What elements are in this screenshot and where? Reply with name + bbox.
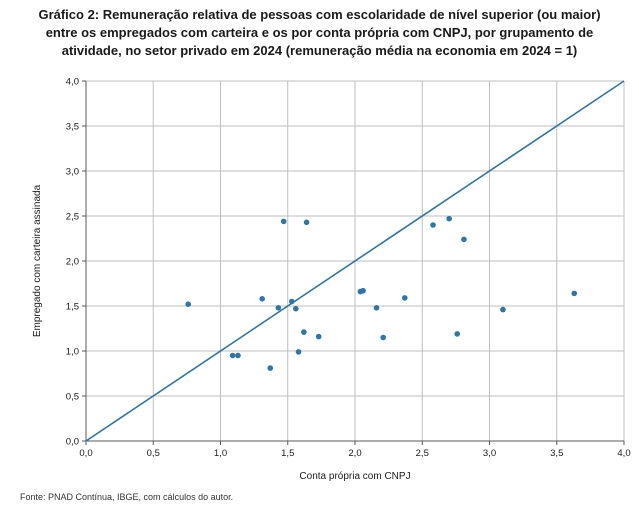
x-tick-label: 2,0 <box>348 448 361 459</box>
data-point <box>446 215 452 222</box>
data-point <box>293 305 299 312</box>
y-tick-label: 2,5 <box>66 212 79 223</box>
y-tick-label: 3,0 <box>66 167 79 178</box>
data-point <box>360 287 366 294</box>
data-point <box>280 218 287 225</box>
y-axis-label: Empregado com carteira assinada <box>32 184 43 337</box>
data-point <box>229 352 236 359</box>
data-point <box>315 333 322 340</box>
y-tick-label: 4,0 <box>66 77 79 88</box>
data-point <box>454 331 461 337</box>
data-point <box>295 349 302 355</box>
x-tick-label: 2,5 <box>416 448 429 459</box>
y-tick-label: 0,5 <box>66 392 79 403</box>
chart-title: Gráfico 2: Remuneração relativa de pesso… <box>6 6 633 60</box>
x-tick-label: 3,0 <box>483 448 496 459</box>
chart-title-line-3: atividade, no setor privado em 2024 (rem… <box>61 43 578 58</box>
y-tick-label: 3,5 <box>66 122 79 133</box>
data-point <box>401 295 408 301</box>
source-note: Fonte: PNAD Contínua, IBGE, com cálculos… <box>20 492 234 502</box>
data-point <box>267 365 274 371</box>
data-point <box>185 301 192 308</box>
x-tick-label: 1,0 <box>214 448 227 459</box>
x-tick-label: 0,0 <box>79 448 92 459</box>
y-tick-label: 1,0 <box>66 347 79 358</box>
data-point <box>571 290 578 297</box>
y-tick-label: 2,0 <box>66 257 79 268</box>
x-tick-label: 1,5 <box>281 448 294 459</box>
y-tick-label: 1,5 <box>66 302 79 313</box>
data-point <box>430 222 436 228</box>
data-point <box>373 305 380 311</box>
data-point <box>259 296 265 302</box>
x-tick-label: 0,5 <box>147 448 160 459</box>
chart-title-line-1: Gráfico 2: Remuneração relativa de pesso… <box>38 7 601 22</box>
data-point <box>288 298 295 305</box>
chart-title-line-2: entre os empregados com carteira e os po… <box>45 25 594 40</box>
data-point <box>303 219 310 226</box>
x-tick-label: 4,0 <box>617 448 630 459</box>
data-point <box>500 306 506 313</box>
x-axis-label: Conta própria com CNPJ <box>299 471 410 482</box>
data-point <box>235 352 241 359</box>
data-point <box>301 329 307 335</box>
data-point <box>275 305 282 311</box>
y-tick-label: 0,0 <box>66 437 79 448</box>
x-tick-label: 3,5 <box>550 448 563 459</box>
reference-line <box>85 80 625 442</box>
data-point <box>380 334 387 341</box>
data-point <box>461 236 467 243</box>
